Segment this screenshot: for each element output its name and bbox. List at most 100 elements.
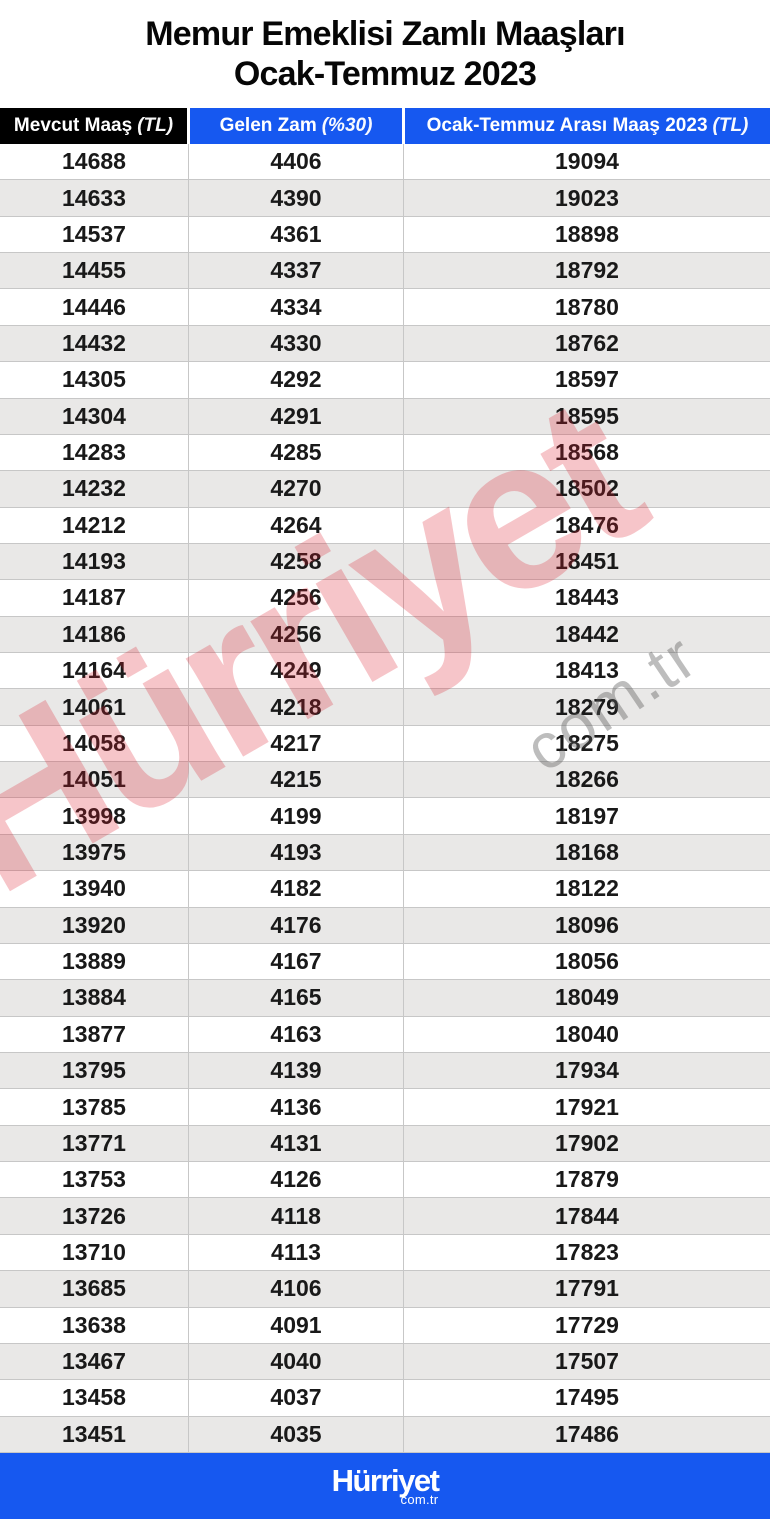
cell-new-salary: 18792 <box>555 257 619 284</box>
cell-raise: 4330 <box>189 325 404 362</box>
cell-current-salary: 13785 <box>0 1089 189 1125</box>
cell-new-salary: 18266 <box>555 766 619 793</box>
cell-new-salary: 18040 <box>555 1020 619 1047</box>
cell-raise: 4182 <box>189 871 404 907</box>
cell-current-salary: 14455 <box>0 253 189 289</box>
table-row: 13753 4126 17879 <box>0 1162 770 1199</box>
column-header-suffix: (TL) <box>137 115 174 136</box>
cell-current-salary: 13940 <box>0 871 189 907</box>
cell-raise: 4126 <box>189 1162 404 1198</box>
cell-current-salary: 14193 <box>0 543 189 580</box>
cell-new-salary: 18780 <box>555 293 619 320</box>
cell-current-salary: 13884 <box>0 980 189 1016</box>
table-row: 13889 4167 18056 <box>0 943 770 981</box>
hurriyet-logo-brand: Hürriyet <box>331 1462 440 1498</box>
cell-raise: 4165 <box>189 980 404 1016</box>
cell-current-salary: 13726 <box>0 1198 189 1234</box>
cell-current-salary: 13920 <box>0 907 189 943</box>
cell-current-salary: 14304 <box>0 398 189 434</box>
cell-raise: 4256 <box>189 580 404 616</box>
cell-raise: 4136 <box>189 1089 404 1125</box>
hurriyet-logo-domain: com.tr <box>400 1491 439 1507</box>
cell-current-salary: 13467 <box>0 1343 189 1380</box>
cell-new-salary: 19023 <box>555 184 619 211</box>
table-row: 13685 4106 17791 <box>0 1271 770 1308</box>
column-header-suffix: (TL) <box>712 115 749 136</box>
cell-raise: 4337 <box>189 253 404 289</box>
cell-raise: 4139 <box>189 1052 404 1089</box>
cell-new-salary: 17902 <box>555 1129 619 1156</box>
column-header-label: Mevcut Maaş <box>13 115 133 136</box>
cell-new-salary: 18898 <box>555 220 619 247</box>
table-row: 13920 4176 18096 <box>0 907 770 944</box>
cell-raise: 4091 <box>189 1307 404 1343</box>
cell-current-salary: 13998 <box>0 798 189 834</box>
cell-new-salary: 18568 <box>555 439 619 466</box>
cell-new-salary: 18502 <box>555 475 619 502</box>
footer-bar: Hürriyet com.tr <box>0 1453 770 1519</box>
cell-current-salary: 14051 <box>0 762 189 798</box>
cell-new-salary: 18595 <box>555 402 619 429</box>
cell-raise: 4040 <box>189 1343 404 1380</box>
cell-raise: 4334 <box>189 289 404 325</box>
cell-raise: 4270 <box>189 471 404 507</box>
table-row: 13467 4040 17507 <box>0 1343 770 1381</box>
cell-new-salary: 17879 <box>555 1166 619 1193</box>
cell-current-salary: 14688 <box>0 144 189 180</box>
cell-raise: 4217 <box>189 725 404 762</box>
table-row: 14305 4292 18597 <box>0 362 770 399</box>
cell-raise: 4406 <box>189 144 404 180</box>
cell-raise: 4035 <box>189 1416 404 1452</box>
cell-new-salary: 17729 <box>555 1311 619 1338</box>
table-row: 14446 4334 18780 <box>0 289 770 326</box>
cell-new-salary: 18275 <box>555 729 619 756</box>
table-row: 13975 4193 18168 <box>0 834 770 872</box>
cell-new-salary: 17495 <box>555 1384 619 1411</box>
table-row: 14193 4258 18451 <box>0 543 770 581</box>
cell-raise: 4106 <box>189 1271 404 1307</box>
page-title-line1: Memur Emeklisi Zamlı Maaşları <box>145 15 625 53</box>
cell-new-salary: 18413 <box>555 657 619 684</box>
table-row: 14058 4217 18275 <box>0 725 770 763</box>
cell-new-salary: 17791 <box>555 1275 619 1302</box>
cell-current-salary: 13458 <box>0 1380 189 1416</box>
table-row: 14164 4249 18413 <box>0 653 770 690</box>
cell-raise: 4361 <box>189 216 404 253</box>
cell-current-salary: 14061 <box>0 689 189 725</box>
table-row: 13451 4035 17486 <box>0 1416 770 1453</box>
cell-raise: 4113 <box>189 1234 404 1271</box>
table-row: 13785 4136 17921 <box>0 1089 770 1126</box>
cell-raise: 4118 <box>189 1198 404 1234</box>
cell-new-salary: 18096 <box>555 911 619 938</box>
page-title-line2: Ocak-Temmuz 2023 <box>233 55 537 93</box>
table-row: 14304 4291 18595 <box>0 398 770 435</box>
cell-raise: 4390 <box>189 180 404 216</box>
cell-raise: 4163 <box>189 1016 404 1052</box>
table-row: 13710 4113 17823 <box>0 1234 770 1272</box>
table-row: 14186 4256 18442 <box>0 616 770 654</box>
cell-new-salary: 18443 <box>555 584 619 611</box>
cell-new-salary: 17823 <box>555 1238 619 1265</box>
salary-table-body: 14688 4406 19094 14633 4390 19023 14537 … <box>0 144 770 1453</box>
table-row: 13458 4037 17495 <box>0 1380 770 1417</box>
column-header-new-salary: Ocak-Temmuz Arası Maaş 2023 (TL) <box>405 108 770 144</box>
cell-current-salary: 14058 <box>0 725 189 762</box>
cell-current-salary: 14432 <box>0 325 189 362</box>
cell-current-salary: 13753 <box>0 1162 189 1198</box>
column-header-label: Gelen Zam <box>219 115 317 136</box>
cell-current-salary: 13889 <box>0 943 189 980</box>
cell-new-salary: 18197 <box>555 802 619 829</box>
column-header-label: Ocak-Temmuz Arası Maaş 2023 <box>426 115 708 136</box>
cell-new-salary: 18597 <box>555 366 619 393</box>
cell-current-salary: 13638 <box>0 1307 189 1343</box>
cell-raise: 4167 <box>189 943 404 980</box>
table-row: 13940 4182 18122 <box>0 871 770 908</box>
cell-raise: 4215 <box>189 762 404 798</box>
cell-new-salary: 18122 <box>555 875 619 902</box>
table-row: 14432 4330 18762 <box>0 325 770 363</box>
cell-current-salary: 13771 <box>0 1125 189 1162</box>
table-row: 13638 4091 17729 <box>0 1307 770 1344</box>
table-row: 13726 4118 17844 <box>0 1198 770 1235</box>
cell-current-salary: 13685 <box>0 1271 189 1307</box>
cell-new-salary: 18168 <box>555 839 619 865</box>
